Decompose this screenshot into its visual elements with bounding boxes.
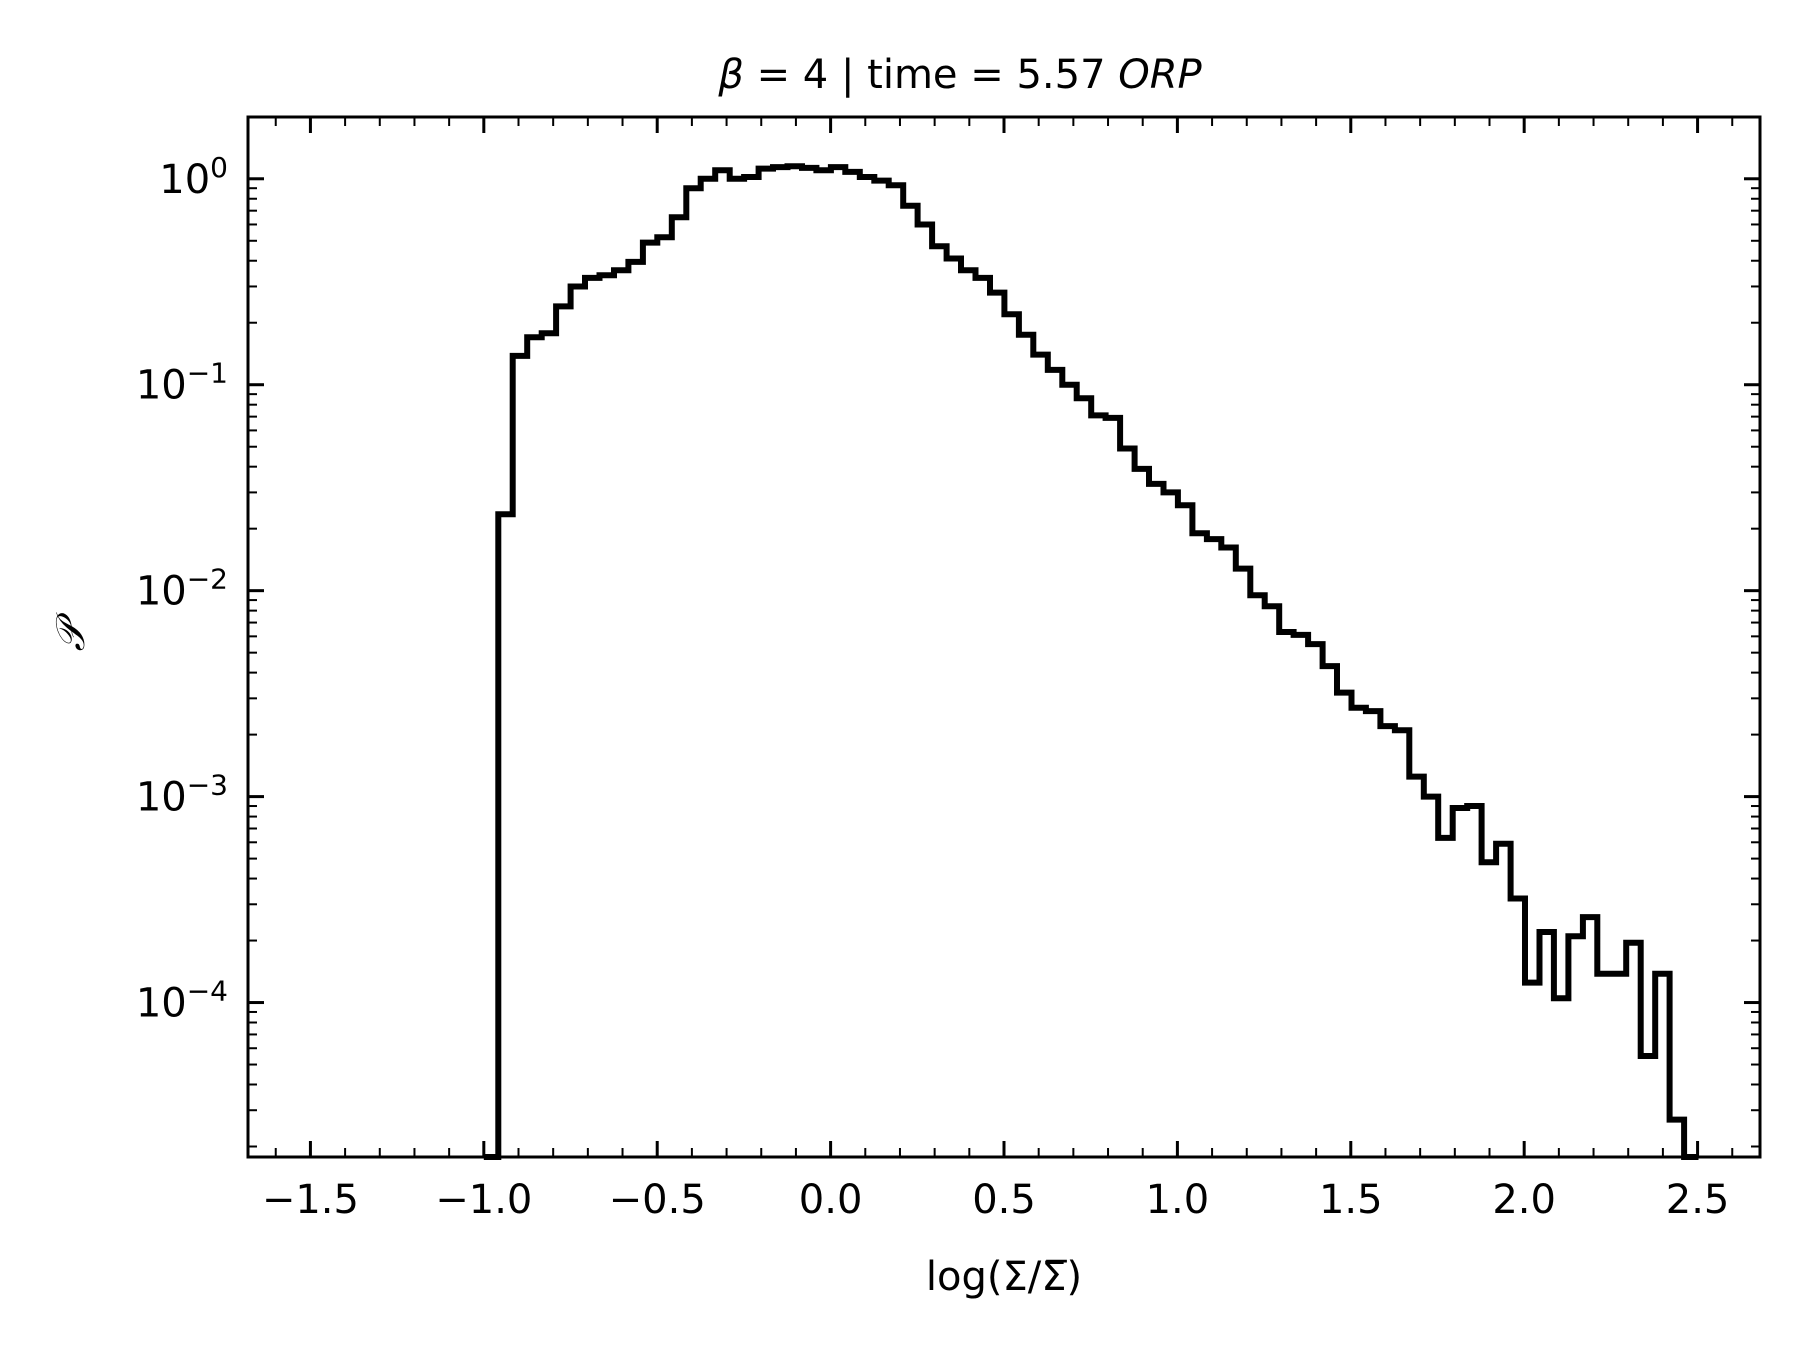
y-tick-label: 10−1 <box>136 357 228 409</box>
histogram-step-line <box>483 163 1699 1160</box>
x-tick-labels: −1.5 −1.0 −0.5 0.0 0.5 1.0 1.5 2.0 2.5 <box>262 1177 1730 1223</box>
y-tick-base: 10 <box>136 775 187 821</box>
x-tick-label: −0.5 <box>609 1177 706 1223</box>
y-tick-base: 10 <box>159 157 210 203</box>
y-tick-label: 100 <box>159 151 228 203</box>
ticks-layer <box>248 117 1760 1157</box>
x-tick-label: −1.0 <box>435 1177 532 1223</box>
chart-title: β = 4 | time = 5.57 ORP <box>717 52 1202 98</box>
y-tick-base: 10 <box>136 363 187 409</box>
title-unit: ORP <box>1118 52 1202 98</box>
x-tick-label: 0.5 <box>972 1177 1036 1223</box>
y-tick-exponent: −2 <box>187 563 228 596</box>
x-axis-label: log(Σ/Σ̅) <box>926 1254 1082 1300</box>
x-tick-label: 1.0 <box>1146 1177 1210 1223</box>
x-tick-label: 1.5 <box>1319 1177 1383 1223</box>
x-tick-label: 2.5 <box>1666 1177 1730 1223</box>
y-tick-exponent: −4 <box>187 975 228 1008</box>
y-tick-exponent: −3 <box>187 769 228 802</box>
y-tick-label: 10−4 <box>136 975 228 1027</box>
y-tick-exponent: 0 <box>210 151 228 184</box>
y-tick-label: 10−3 <box>136 769 228 821</box>
y-axis-label: 𝒫 <box>48 611 94 651</box>
plot-frame <box>246 115 1762 1159</box>
x-tick-label: −1.5 <box>262 1177 359 1223</box>
y-tick-exponent: −1 <box>187 357 228 390</box>
y-tick-label: 10−2 <box>136 563 228 615</box>
y-tick-base: 10 <box>136 569 187 615</box>
title-prefix: β <box>717 52 744 98</box>
x-tick-label: 0.0 <box>799 1177 863 1223</box>
title-middle: = 4 | time = 5.57 <box>744 52 1118 98</box>
y-tick-base: 10 <box>136 981 187 1027</box>
x-tick-label: 2.0 <box>1492 1177 1556 1223</box>
